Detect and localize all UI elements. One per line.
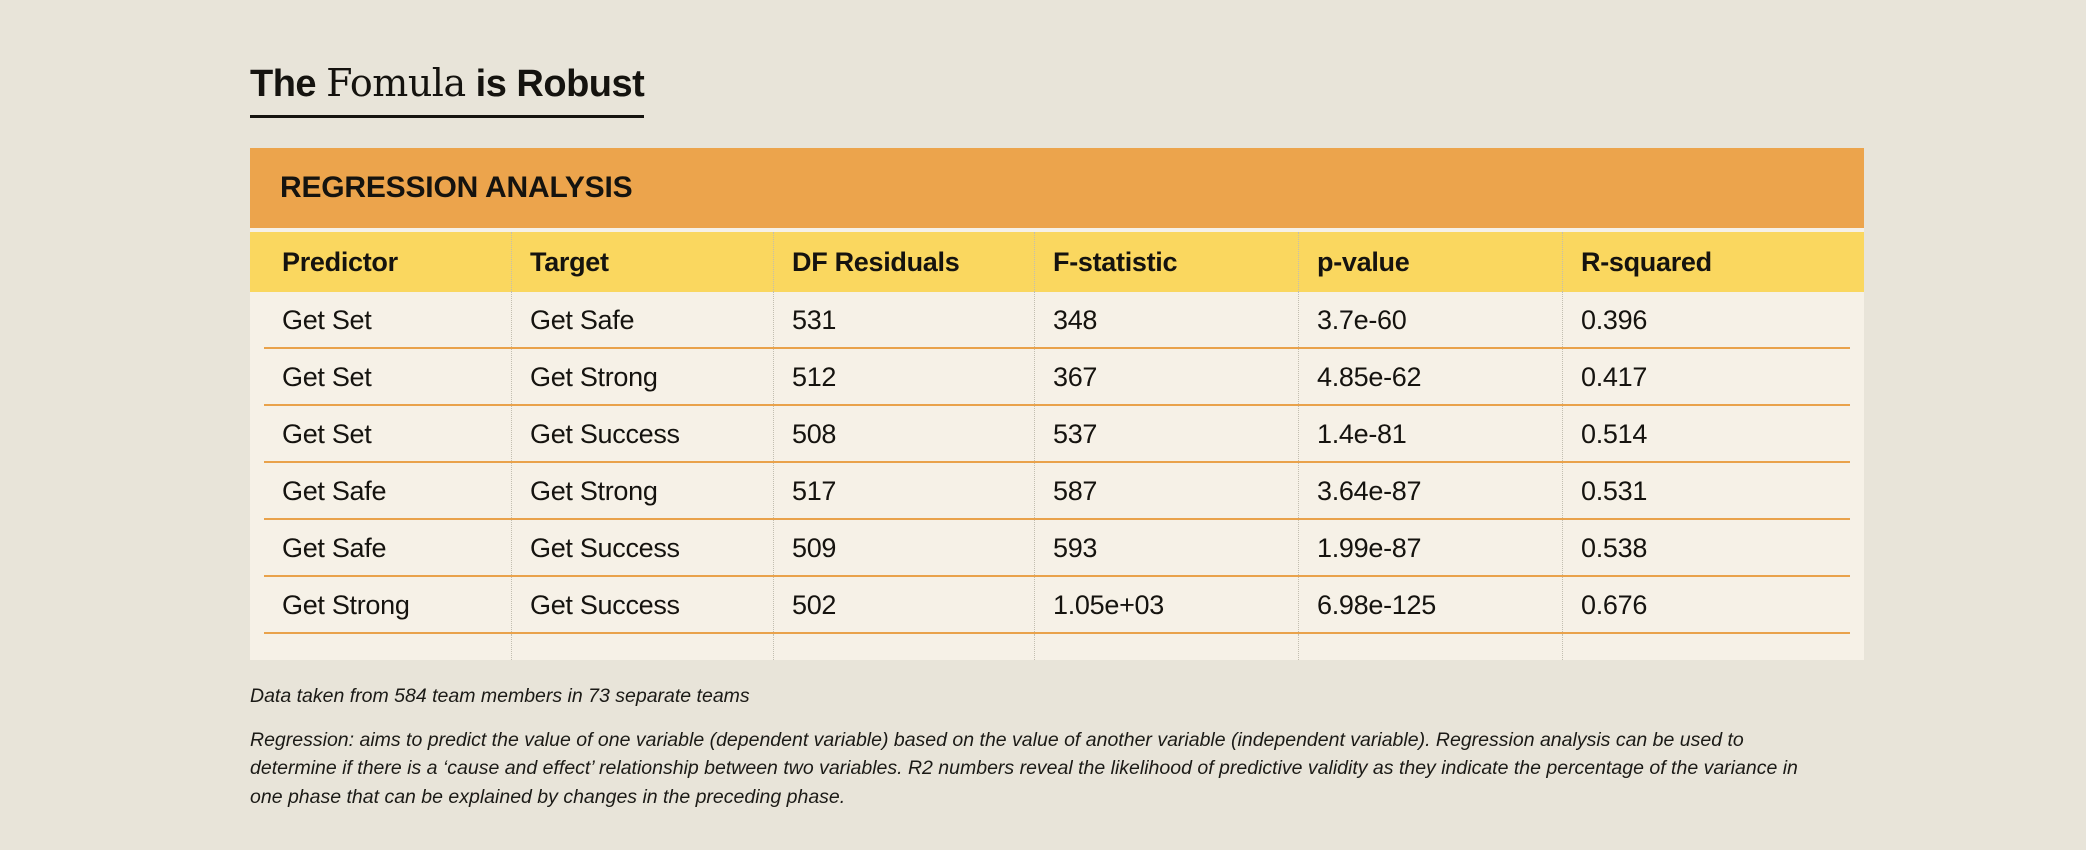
regression-definition-note: Regression: aims to predict the value of… bbox=[250, 728, 1798, 808]
cell-p-value: 1.99e-87 bbox=[1298, 520, 1562, 577]
cell-df-residuals: 531 bbox=[773, 292, 1034, 349]
cell-predictor: Get Set bbox=[282, 419, 372, 449]
cell-target: Get Success bbox=[511, 520, 773, 577]
cell-predictor: Get Safe bbox=[282, 476, 387, 506]
table-row: Get Set Get Safe 531 348 3.7e-60 0.396 bbox=[250, 292, 1864, 349]
cell-p-value: 6.98e-125 bbox=[1298, 577, 1562, 634]
page-title-lead: The bbox=[250, 63, 327, 106]
table-row: Get Set Get Strong 512 367 4.85e-62 0.41… bbox=[250, 349, 1864, 406]
column-header-df-residuals: DF Residuals bbox=[773, 232, 1034, 292]
cell-r-squared: 0.676 bbox=[1562, 577, 1864, 634]
cell-predictor: Get Set bbox=[282, 362, 372, 392]
footnotes: Data taken from 584 team members in 73 s… bbox=[250, 682, 1830, 811]
cell-r-squared: 0.531 bbox=[1562, 463, 1864, 520]
table-row: Get Safe Get Strong 517 587 3.64e-87 0.5… bbox=[250, 463, 1864, 520]
cell-df-residuals: 512 bbox=[773, 349, 1034, 406]
page-title: The Fomula is Robust bbox=[250, 61, 645, 119]
table-footer-spacer bbox=[250, 634, 1864, 660]
cell-df-residuals: 502 bbox=[773, 577, 1034, 634]
cell-f-statistic: 593 bbox=[1034, 520, 1298, 577]
cell-f-statistic: 367 bbox=[1034, 349, 1298, 406]
cell-df-residuals: 508 bbox=[773, 406, 1034, 463]
column-header-target: Target bbox=[511, 232, 773, 292]
column-header-r-squared: R-squared bbox=[1562, 232, 1864, 292]
cell-df-residuals: 509 bbox=[773, 520, 1034, 577]
table-row: Get Set Get Success 508 537 1.4e-81 0.51… bbox=[250, 406, 1864, 463]
data-source-note: Data taken from 584 team members in 73 s… bbox=[250, 685, 750, 707]
table-banner-label: REGRESSION ANALYSIS bbox=[280, 171, 633, 204]
cell-f-statistic: 587 bbox=[1034, 463, 1298, 520]
cell-target: Get Success bbox=[511, 577, 773, 634]
cell-target: Get Strong bbox=[511, 463, 773, 520]
cell-p-value: 3.7e-60 bbox=[1298, 292, 1562, 349]
table-header-row: Predictor Target DF Residuals F-statisti… bbox=[250, 232, 1864, 292]
cell-f-statistic: 1.05e+03 bbox=[1034, 577, 1298, 634]
cell-predictor: Get Strong bbox=[282, 590, 410, 620]
cell-p-value: 4.85e-62 bbox=[1298, 349, 1562, 406]
cell-r-squared: 0.538 bbox=[1562, 520, 1864, 577]
cell-predictor: Get Safe bbox=[282, 533, 387, 563]
cell-target: Get Success bbox=[511, 406, 773, 463]
table-banner: REGRESSION ANALYSIS bbox=[250, 148, 1864, 228]
cell-predictor: Get Set bbox=[282, 305, 372, 335]
table-row: Get Strong Get Success 502 1.05e+03 6.98… bbox=[250, 577, 1864, 634]
page-title-serif-word: Fomula bbox=[326, 61, 466, 106]
cell-r-squared: 0.417 bbox=[1562, 349, 1864, 406]
cell-f-statistic: 348 bbox=[1034, 292, 1298, 349]
cell-f-statistic: 537 bbox=[1034, 406, 1298, 463]
column-header-predictor: Predictor bbox=[282, 246, 398, 277]
page-title-tail: is Robust bbox=[465, 63, 645, 106]
regression-table: REGRESSION ANALYSIS Predictor Target DF … bbox=[250, 148, 1864, 660]
cell-df-residuals: 517 bbox=[773, 463, 1034, 520]
cell-target: Get Strong bbox=[511, 349, 773, 406]
column-header-p-value: p-value bbox=[1298, 232, 1562, 292]
cell-p-value: 3.64e-87 bbox=[1298, 463, 1562, 520]
table-row: Get Safe Get Success 509 593 1.99e-87 0.… bbox=[250, 520, 1864, 577]
cell-r-squared: 0.514 bbox=[1562, 406, 1864, 463]
cell-r-squared: 0.396 bbox=[1562, 292, 1864, 349]
column-header-f-statistic: F-statistic bbox=[1034, 232, 1298, 292]
cell-target: Get Safe bbox=[511, 292, 773, 349]
cell-p-value: 1.4e-81 bbox=[1298, 406, 1562, 463]
